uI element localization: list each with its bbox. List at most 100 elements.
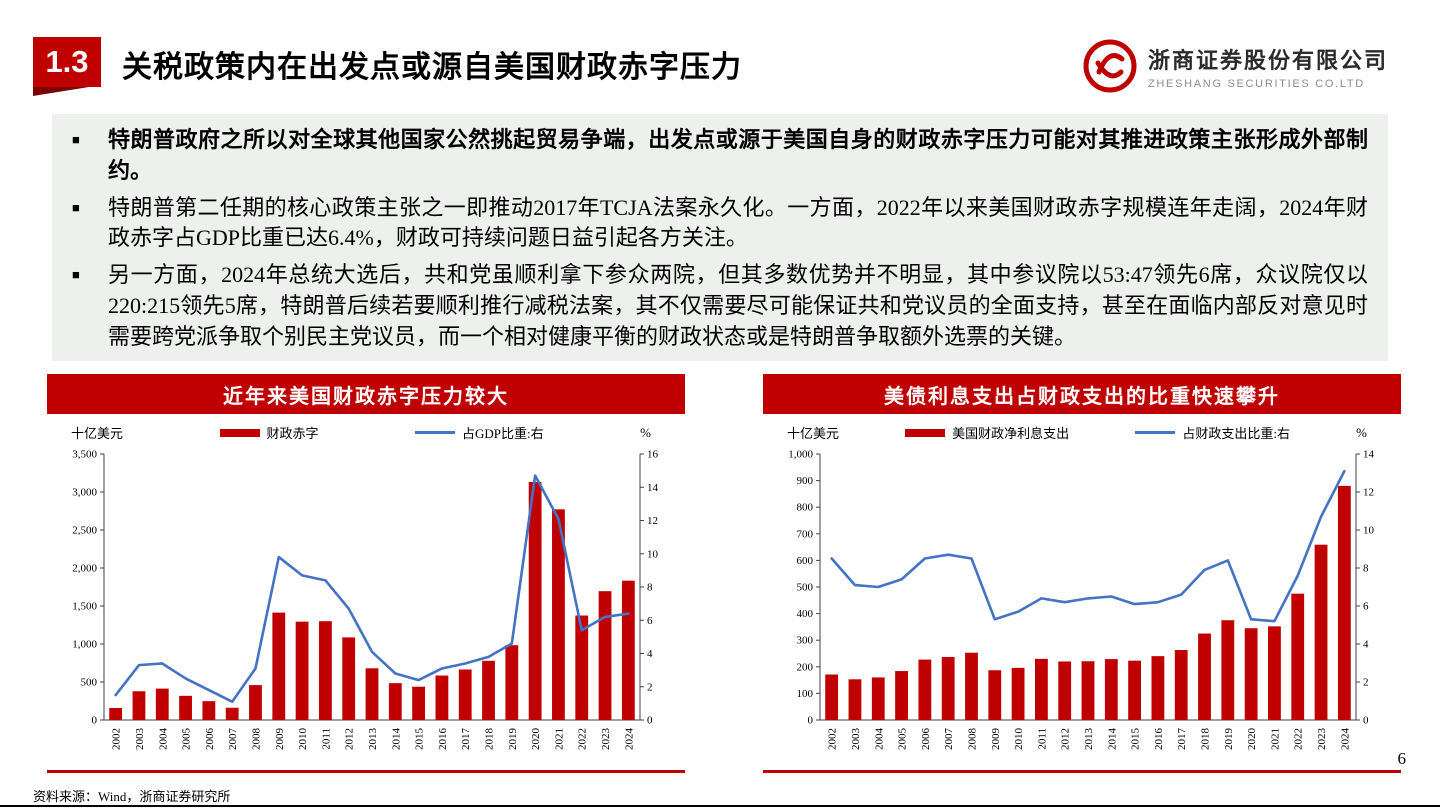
chart-legend: 十亿美元 美国财政净利息支出 占财政支出比重:右 % <box>763 414 1401 442</box>
svg-text:12: 12 <box>1363 487 1374 499</box>
svg-text:2020: 2020 <box>530 728 542 751</box>
svg-text:2,500: 2,500 <box>72 525 97 537</box>
zheshang-logo-icon <box>1083 39 1137 93</box>
legend-bar-label: 财政赤字 <box>266 426 319 441</box>
svg-text:0: 0 <box>92 715 98 727</box>
svg-text:2022: 2022 <box>577 728 589 750</box>
bottom-divider <box>0 805 1440 807</box>
svg-text:2018: 2018 <box>484 728 496 751</box>
svg-text:2008: 2008 <box>250 728 262 751</box>
line-swatch-icon <box>415 431 456 434</box>
legend-bar-label: 美国财政净利息支出 <box>952 426 1070 441</box>
svg-text:2016: 2016 <box>437 728 449 751</box>
svg-text:10: 10 <box>1363 525 1375 537</box>
section-number: 1.3 <box>45 44 89 79</box>
svg-text:2008: 2008 <box>966 728 978 751</box>
svg-text:6: 6 <box>647 615 653 627</box>
svg-text:2014: 2014 <box>1106 728 1118 751</box>
svg-text:2013: 2013 <box>367 728 379 751</box>
svg-text:500: 500 <box>797 582 814 594</box>
company-logo: 浙商证券股份有限公司 ZHESHANG SECURITIES CO.LTD <box>1082 38 1388 94</box>
svg-text:0: 0 <box>808 715 814 727</box>
svg-text:2020: 2020 <box>1246 728 1258 751</box>
svg-text:700: 700 <box>797 528 814 540</box>
svg-text:2011: 2011 <box>320 728 332 750</box>
svg-text:2017: 2017 <box>1176 728 1188 751</box>
svg-text:2023: 2023 <box>1316 728 1328 751</box>
svg-text:2: 2 <box>647 681 653 693</box>
legend-item-line: 占财政支出比重:右 <box>1135 423 1290 442</box>
svg-text:2023: 2023 <box>600 728 612 751</box>
svg-text:2011: 2011 <box>1036 728 1048 750</box>
bullet-item: ■ 另一方面，2024年总统大选后，共和党虽顺利拿下参众两院，但其多数优势并不明… <box>72 260 1368 352</box>
chart-panel-interest-outlays: 美债利息支出占财政支出的比重快速攀升 十亿美元 美国财政净利息支出 占财政支出比… <box>763 374 1401 773</box>
svg-text:900: 900 <box>797 475 814 487</box>
right-axis-unit-label: % <box>1356 424 1367 440</box>
svg-text:2005: 2005 <box>181 728 193 751</box>
svg-text:2009: 2009 <box>990 728 1002 751</box>
legend-item-line: 占GDP比重:右 <box>415 423 544 442</box>
svg-text:2010: 2010 <box>297 728 309 751</box>
svg-text:600: 600 <box>797 555 814 567</box>
svg-text:2021: 2021 <box>553 728 565 750</box>
legend-item-bar: 美国财政净利息支出 <box>905 423 1069 442</box>
svg-text:8: 8 <box>647 582 653 594</box>
svg-text:1,000: 1,000 <box>72 639 97 651</box>
svg-text:6: 6 <box>1363 601 1369 613</box>
svg-text:2021: 2021 <box>1269 728 1281 750</box>
chart-title: 近年来美国财政赤字压力较大 <box>47 374 685 414</box>
svg-text:800: 800 <box>797 502 814 514</box>
svg-text:2016: 2016 <box>1153 728 1165 751</box>
bar-swatch-icon <box>905 428 946 437</box>
company-name-cn: 浙商证券股份有限公司 <box>1147 47 1388 73</box>
svg-text:10: 10 <box>647 548 659 560</box>
svg-text:2009: 2009 <box>274 728 286 751</box>
right-axis-unit-label: % <box>640 424 651 440</box>
bar-swatch-icon <box>219 428 260 437</box>
svg-text:2019: 2019 <box>507 728 519 751</box>
svg-text:2013: 2013 <box>1083 728 1095 751</box>
svg-text:2017: 2017 <box>460 728 472 751</box>
svg-text:1,500: 1,500 <box>72 601 97 613</box>
bullet-text: 特朗普第二任期的核心政策主张之一即推动2017年TCJA法案永久化。一方面，20… <box>108 194 1368 251</box>
legend-line-label: 占GDP比重:右 <box>462 426 544 441</box>
svg-text:2002: 2002 <box>111 728 123 750</box>
legend-line-label: 占财政支出比重:右 <box>1182 426 1290 441</box>
bullet-text: 特朗普政府之所以对全球其他国家公然挑起贸易争端，出发点或源于美国自身的财政赤字压… <box>108 127 1368 183</box>
svg-text:2018: 2018 <box>1200 728 1212 751</box>
source-note: 资料来源：Wind，浙商证券研究所 <box>33 789 231 804</box>
svg-text:2004: 2004 <box>873 728 885 751</box>
company-name-en: ZHESHANG SECURITIES CO.LTD <box>1147 77 1365 90</box>
svg-text:500: 500 <box>81 677 98 689</box>
line-swatch-icon <box>1135 431 1176 434</box>
bullet-item: ■ 特朗普政府之所以对全球其他国家公然挑起贸易争端，出发点或源于美国自身的财政赤… <box>72 125 1368 187</box>
svg-text:14: 14 <box>1363 449 1375 461</box>
svg-text:2007: 2007 <box>227 728 239 751</box>
left-axis-unit-label: 十亿美元 <box>71 426 124 441</box>
summary-box: ■ 特朗普政府之所以对全球其他国家公然挑起贸易争端，出发点或源于美国自身的财政赤… <box>52 114 1388 361</box>
svg-text:0: 0 <box>647 715 653 727</box>
svg-text:4: 4 <box>647 648 653 660</box>
svg-text:2007: 2007 <box>943 728 955 751</box>
svg-text:2024: 2024 <box>1339 728 1351 751</box>
svg-text:0: 0 <box>1363 715 1369 727</box>
svg-text:200: 200 <box>797 661 814 673</box>
svg-text:100: 100 <box>797 688 814 700</box>
logo-text: 浙商证券股份有限公司 ZHESHANG SECURITIES CO.LTD <box>1148 43 1388 90</box>
chart-legend: 十亿美元 财政赤字 占GDP比重:右 % <box>47 414 685 442</box>
svg-text:2002: 2002 <box>827 728 839 750</box>
page-title: 关税政策内在出发点或源自美国财政赤字压力 <box>122 51 742 84</box>
left-axis-unit-label: 十亿美元 <box>787 426 840 441</box>
svg-text:3,000: 3,000 <box>72 487 97 499</box>
svg-text:2024: 2024 <box>623 728 635 751</box>
svg-text:3,500: 3,500 <box>72 449 97 461</box>
fiscal-deficit-chart-canvas: 0 500 1,000 1,500 2,000 2,500 3,000 3,500 0 2 4 6 8 1… <box>72 449 659 751</box>
svg-text:2: 2 <box>1363 677 1369 689</box>
bullet-item: ■ 特朗普第二任期的核心政策主张之一即推动2017年TCJA法案永久化。一方面，… <box>72 193 1368 255</box>
svg-text:2022: 2022 <box>1293 728 1305 750</box>
svg-text:14: 14 <box>647 482 659 494</box>
svg-text:2014: 2014 <box>390 728 402 751</box>
page-number: 6 <box>1397 749 1407 768</box>
svg-text:2012: 2012 <box>1060 728 1072 750</box>
svg-text:2010: 2010 <box>1013 728 1025 751</box>
